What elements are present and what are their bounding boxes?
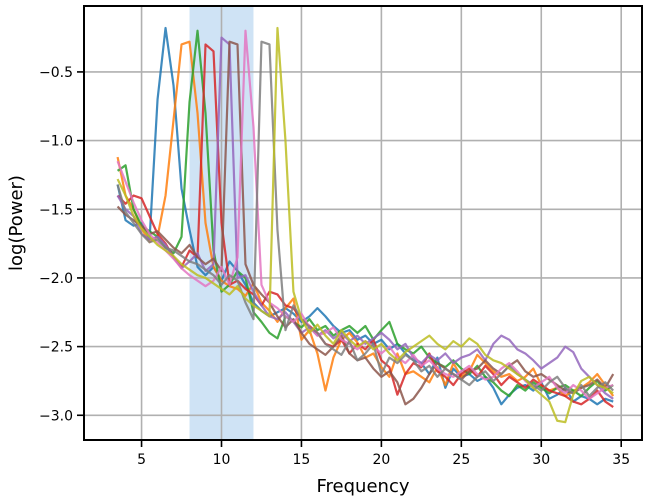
x-tick-label: 5 <box>137 452 146 468</box>
y-tick-label: −2.5 <box>39 340 73 356</box>
tick-layer: 5 10 15 20 25 30 35 −0.5 −1.0 −1.5 −2.0 −2.5 −3.0 <box>39 65 630 468</box>
y-tick-label: −3.0 <box>39 408 73 424</box>
x-tick-label: 30 <box>532 452 550 468</box>
y-tick-label: −1.5 <box>39 202 73 218</box>
series-layer <box>116 26 615 424</box>
x-tick-label: 35 <box>612 452 630 468</box>
series-line-6 <box>116 40 615 406</box>
y-axis-label: log(Power) <box>6 175 27 271</box>
x-axis-label: Frequency <box>317 476 410 497</box>
x-tick-label: 15 <box>293 452 311 468</box>
x-tick-label: 20 <box>372 452 390 468</box>
y-tick-label: −1.0 <box>39 134 73 150</box>
x-tick-label: 25 <box>452 452 470 468</box>
series-line-9 <box>116 26 614 424</box>
plot-frame <box>83 5 643 441</box>
series-line-1 <box>116 26 614 406</box>
y-tick-label: −2.0 <box>39 271 73 287</box>
x-tick-label: 10 <box>213 452 231 468</box>
y-tick-label: −0.5 <box>39 65 73 81</box>
series-line-8 <box>116 40 615 398</box>
